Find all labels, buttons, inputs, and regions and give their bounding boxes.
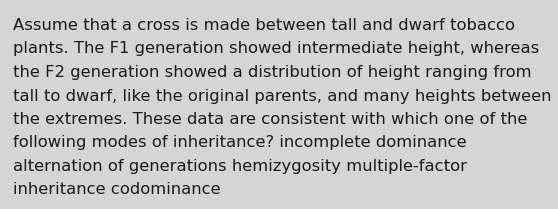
Text: alternation of generations hemizygosity multiple-factor: alternation of generations hemizygosity … [13, 159, 467, 174]
Text: tall to dwarf, like the original parents, and many heights between: tall to dwarf, like the original parents… [13, 88, 551, 103]
Text: the extremes. These data are consistent with which one of the: the extremes. These data are consistent … [13, 112, 527, 127]
Text: inheritance codominance: inheritance codominance [13, 182, 220, 198]
Text: Assume that a cross is made between tall and dwarf tobacco: Assume that a cross is made between tall… [13, 18, 515, 33]
Text: the F2 generation showed a distribution of height ranging from: the F2 generation showed a distribution … [13, 65, 532, 80]
Text: plants. The F1 generation showed intermediate height, whereas: plants. The F1 generation showed interme… [13, 42, 539, 56]
Text: following modes of inheritance? incomplete dominance: following modes of inheritance? incomple… [13, 135, 466, 150]
